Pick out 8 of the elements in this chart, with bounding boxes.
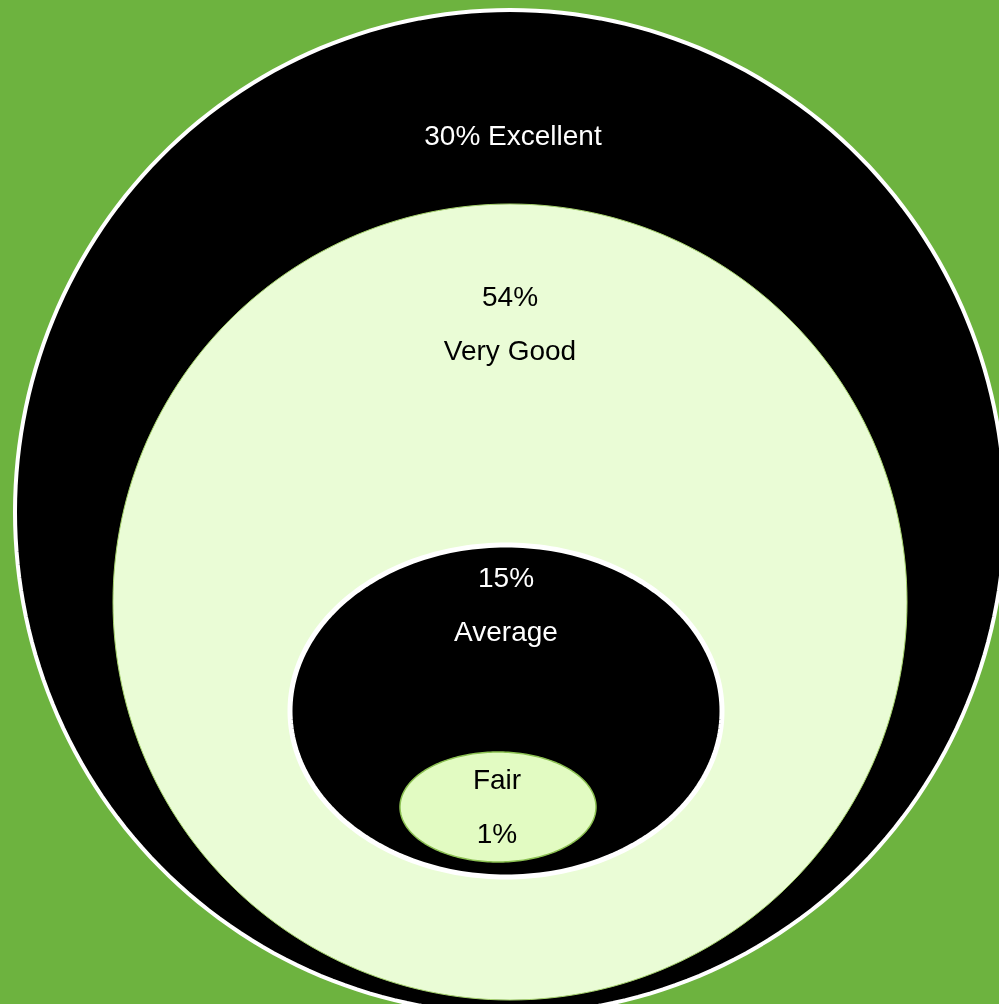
data-label: 1% bbox=[476, 817, 518, 849]
data-label: 54% bbox=[481, 280, 539, 312]
category-label: Fair bbox=[472, 763, 522, 795]
data-label: 30% bbox=[424, 119, 481, 151]
data-label: 15% bbox=[477, 561, 535, 593]
category-label: Very Good bbox=[443, 334, 577, 366]
category-label: Excellent bbox=[488, 119, 602, 151]
category-label: Average bbox=[454, 615, 558, 647]
